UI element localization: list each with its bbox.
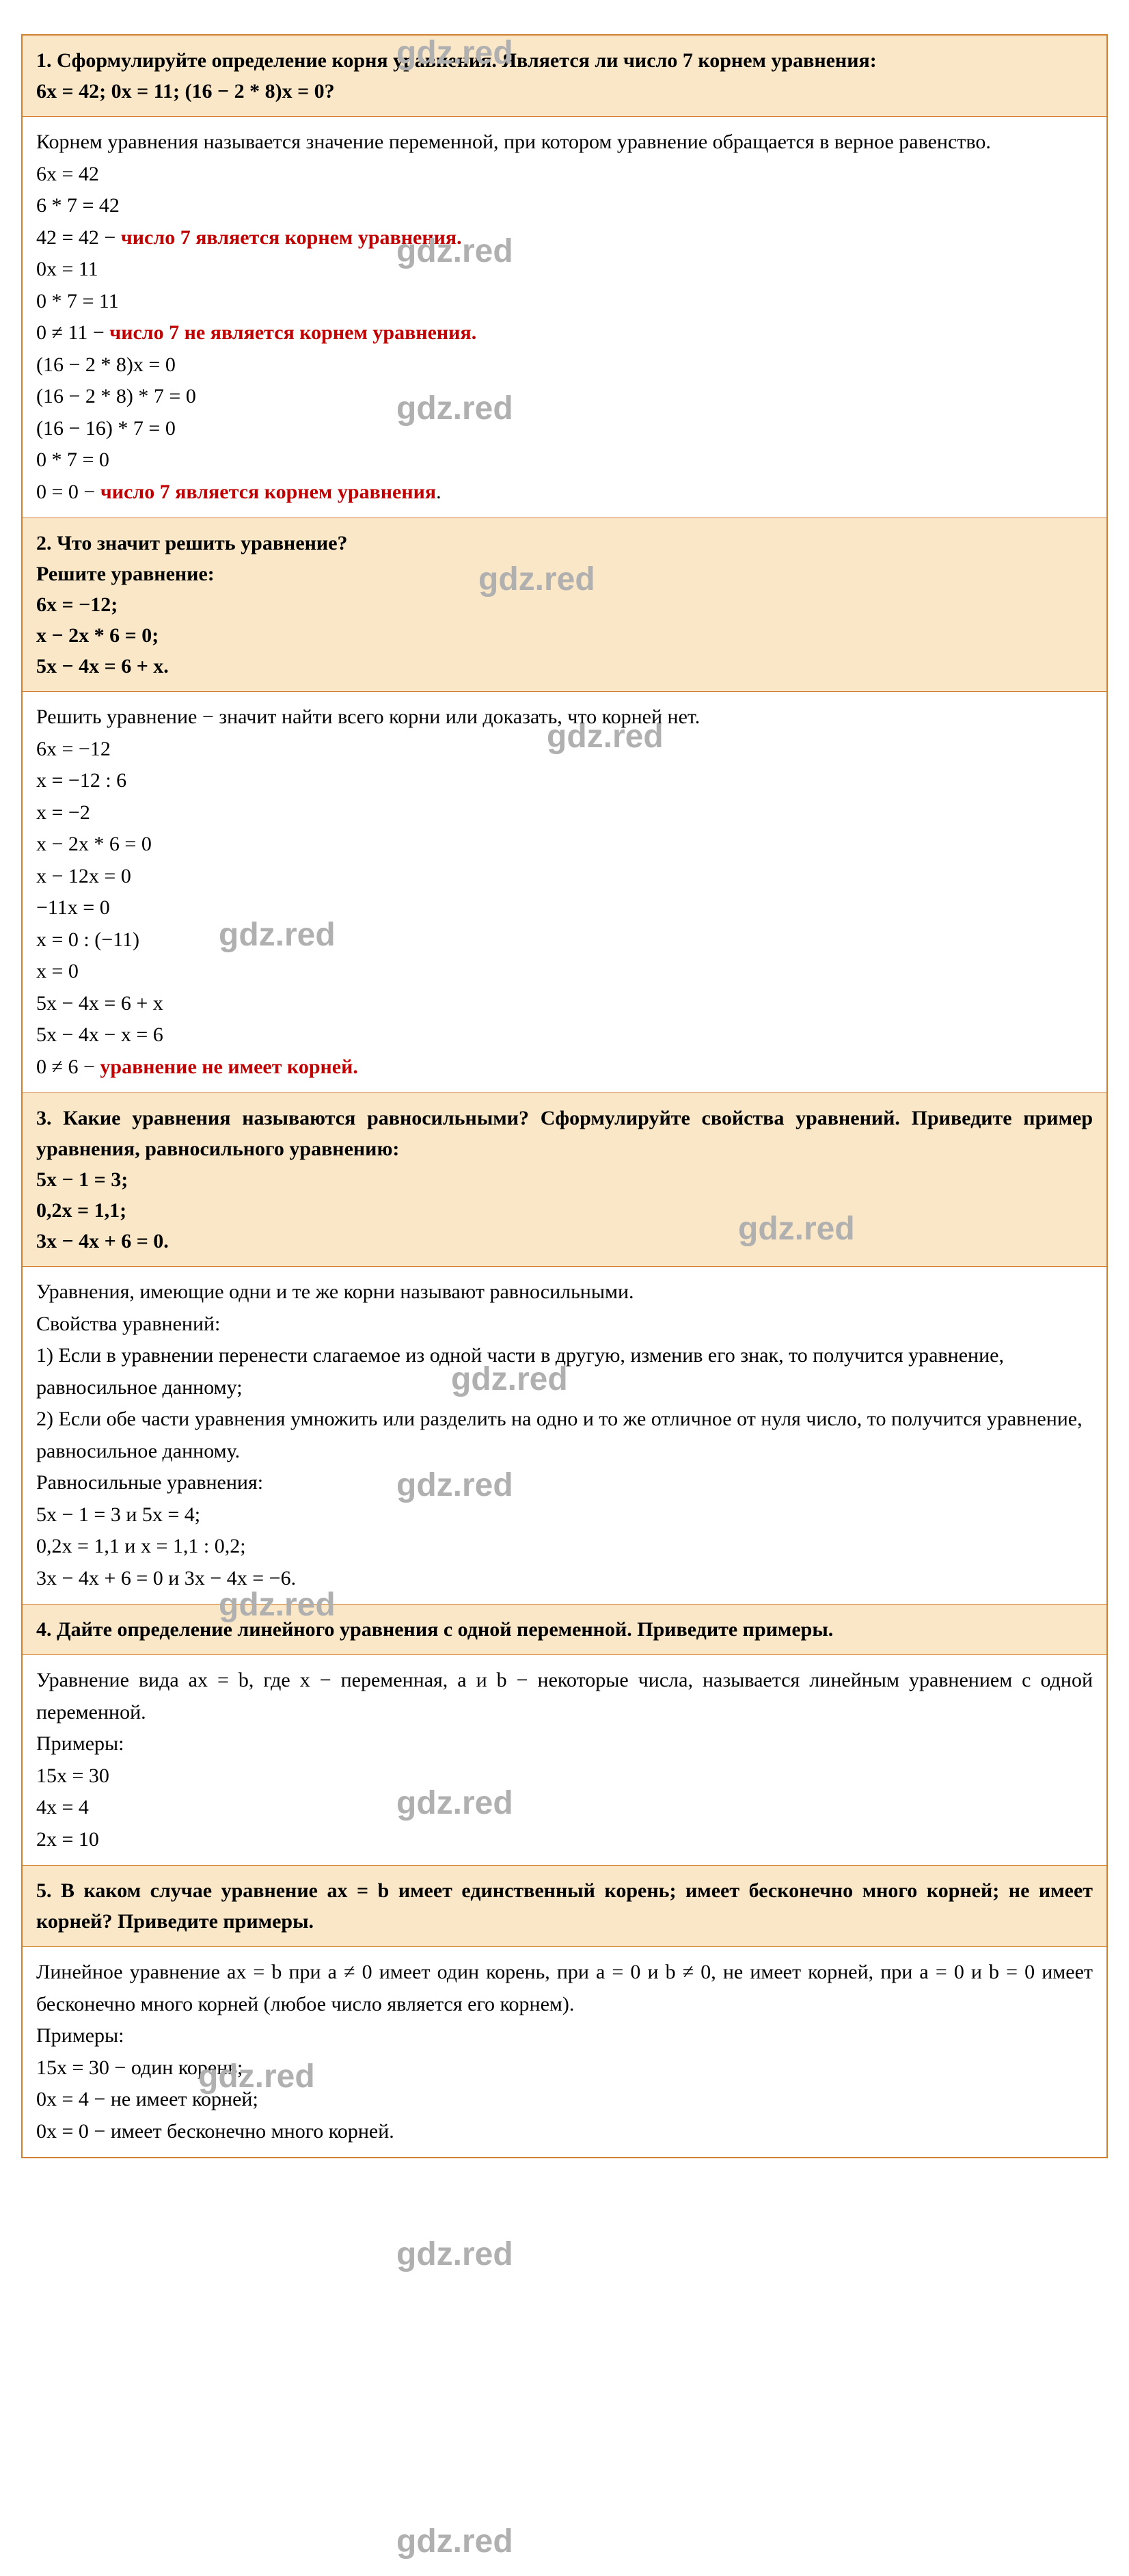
question-2: 2. Что значит решить уравнение? Решите у… [23,518,1106,692]
answer-line: 0 ≠ 11 − число 7 не является корнем урав… [36,317,1093,349]
question-1-title: 1. Сформулируйте определение корня уравн… [36,49,877,72]
answer-4: Уравнение вида ax = b, где x − переменна… [23,1655,1106,1865]
answer-line: Уравнения, имеющие одни и те же корни на… [36,1276,1093,1309]
answer-line: 5x − 1 = 3 и 5x = 4; [36,1499,1093,1531]
answer-line: 0 ≠ 6 − уравнение не имеет корней. [36,1051,1093,1084]
answer-line: Примеры: [36,2020,1093,2052]
answer-line: 42 = 42 − число 7 является корнем уравне… [36,222,1093,254]
answer-line: 0x = 11 [36,254,1093,286]
question-1: 1. Сформулируйте определение корня уравн… [23,36,1106,117]
document-container: 1. Сформулируйте определение корня уравн… [21,34,1108,2158]
answer-line: 5x − 4x − x = 6 [36,1019,1093,1051]
answer-line: 0 * 7 = 11 [36,286,1093,318]
answer-2-intro: Решить уравнение − значит найти всего ко… [36,701,1093,734]
question-3-eq: 3x − 4x + 6 = 0. [36,1230,169,1252]
answer-line: 0x = 0 − имеет бесконечно много корней. [36,2116,1093,2148]
answer-line: Уравнение вида ax = b, где x − переменна… [36,1665,1093,1728]
text: 0 = 0 − [36,481,100,503]
text: 0 ≠ 6 − [36,1056,100,1078]
answer-3: Уравнения, имеющие одни и те же корни на… [23,1267,1106,1604]
text: 42 = 42 − [36,226,121,249]
question-4-title: 4. Дайте определение линейного уравнения… [36,1614,1093,1645]
question-3-title: 3. Какие уравнения называются равносильн… [36,1103,1093,1164]
answer-highlight: число 7 является корнем уравнения [100,481,436,503]
answer-line: 6x = 42 [36,159,1093,191]
question-2-eq: 6x = −12; [36,593,118,616]
answer-line: 6x = −12 [36,734,1093,766]
answer-line: 4x = 4 [36,1792,1093,1824]
watermark: gdz.red [396,2236,513,2273]
question-2-eq: 5x − 4x = 6 + x. [36,655,169,677]
answer-line: Линейное уравнение ax = b при a ≠ 0 имее… [36,1957,1093,2020]
question-2-sub: Решите уравнение: [36,563,215,585]
answer-line: x = −2 [36,797,1093,829]
question-5-title: 5. В каком случае уравнение ax = b имеет… [36,1875,1093,1937]
answer-line: 15x = 30 [36,1760,1093,1793]
answer-line: x − 12x = 0 [36,861,1093,893]
answer-line: −11x = 0 [36,892,1093,924]
answer-line: 2x = 10 [36,1824,1093,1856]
question-3-eq: 5x − 1 = 3; [36,1168,128,1191]
answer-line: x = −12 : 6 [36,765,1093,797]
question-3-eq: 0,2x = 1,1; [36,1199,126,1222]
answer-line: x = 0 [36,956,1093,988]
answer-line: (16 − 2 * 8) * 7 = 0 [36,381,1093,413]
answer-line: Примеры: [36,1728,1093,1760]
question-4: 4. Дайте определение линейного уравнения… [23,1604,1106,1655]
question-2-eq: x − 2x * 6 = 0; [36,624,159,647]
answer-line: Свойства уравнений: [36,1309,1093,1341]
answer-1-intro: Корнем уравнения называется значение пер… [36,126,1093,159]
answer-line: 1) Если в уравнении перенести слагаемое … [36,1340,1093,1404]
answer-line: 6 * 7 = 42 [36,190,1093,222]
answer-line: (16 − 2 * 8)x = 0 [36,349,1093,381]
answer-line: 5x − 4x = 6 + x [36,988,1093,1020]
question-1-equations: 6x = 42; 0x = 11; (16 − 2 * 8)x = 0? [36,80,335,103]
answer-line: 0 = 0 − число 7 является корнем уравнени… [36,477,1093,509]
answer-line: x = 0 : (−11) [36,924,1093,956]
answer-line: 15x = 30 − один корень; [36,2052,1093,2084]
answer-2: Решить уравнение − значит найти всего ко… [23,692,1106,1092]
answer-highlight: уравнение не имеет корней. [100,1056,358,1078]
text: 0 ≠ 11 − [36,321,109,344]
answer-line: 0 * 7 = 0 [36,444,1093,477]
answer-highlight: число 7 является корнем уравнения. [121,226,462,249]
question-5: 5. В каком случае уравнение ax = b имеет… [23,1865,1106,1947]
answer-highlight: число 7 не является корнем уравнения. [109,321,476,344]
answer-1: Корнем уравнения называется значение пер… [23,117,1106,518]
answer-line: (16 − 16) * 7 = 0 [36,413,1093,445]
question-3: 3. Какие уравнения называются равносильн… [23,1092,1106,1267]
answer-line: 0x = 4 − не имеет корней; [36,2084,1093,2116]
answer-line: 3x − 4x + 6 = 0 и 3x − 4x = −6. [36,1563,1093,1595]
answer-line: 0,2x = 1,1 и x = 1,1 : 0,2; [36,1531,1093,1563]
question-2-title: 2. Что значит решить уравнение? [36,532,348,554]
answer-line: Равносильные уравнения: [36,1467,1093,1499]
text: . [436,481,441,503]
answer-line: x − 2x * 6 = 0 [36,829,1093,861]
answer-line: 2) Если обе части уравнения умножить или… [36,1404,1093,1467]
answer-5: Линейное уравнение ax = b при a ≠ 0 имее… [23,1947,1106,2157]
watermark: gdz.red [396,2523,513,2560]
